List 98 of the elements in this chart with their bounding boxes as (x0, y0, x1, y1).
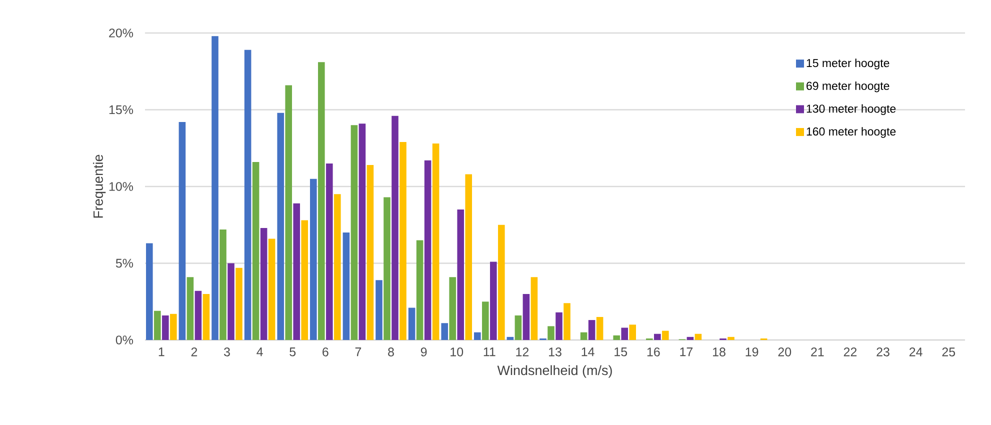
bar (662, 330, 669, 340)
y-tick-label: 5% (116, 258, 134, 268)
legend-label: 69 meter hoogte (806, 81, 890, 92)
x-tick-label: 23 (876, 348, 890, 356)
y-axis-title: Frequentie (93, 154, 106, 218)
bar (629, 324, 636, 340)
bar (580, 332, 588, 340)
bar (277, 112, 284, 340)
x-tick-label: 20 (778, 348, 792, 356)
bar (596, 316, 604, 340)
bar (465, 174, 472, 340)
bar (318, 62, 325, 340)
x-tick-label: 5 (290, 348, 296, 356)
x-tick-label: 14 (582, 348, 594, 356)
legend-label: 160 meter hoogte (806, 127, 896, 138)
x-tick-label: 8 (388, 348, 394, 356)
bar (424, 160, 432, 340)
bar (194, 290, 202, 340)
bar (178, 122, 186, 340)
bar (482, 302, 489, 340)
bar (170, 314, 177, 340)
x-tick-label: 10 (450, 348, 464, 356)
x-tick-label: 4 (256, 348, 263, 356)
bar (342, 232, 350, 340)
bar (408, 308, 416, 340)
x-tick-label: 11 (484, 348, 496, 356)
x-tick-label: 12 (516, 348, 529, 356)
bar (556, 312, 562, 340)
x-tick-label: 9 (420, 348, 427, 356)
legend-label: 15 meter hoogte (806, 58, 890, 70)
bar (498, 224, 505, 340)
x-tick-label: 21 (811, 348, 824, 356)
y-tick-label: 20% (109, 28, 134, 38)
bar (366, 165, 374, 340)
bar (220, 229, 226, 340)
bar (621, 328, 628, 340)
bar (392, 116, 398, 340)
bar (252, 162, 260, 340)
bar (358, 124, 366, 340)
bar (548, 326, 554, 340)
bar (334, 194, 341, 340)
x-tick-label: 19 (746, 348, 758, 356)
x-tick-label: 22 (844, 348, 857, 356)
legend-label: 130 meter hoogte (806, 104, 896, 116)
bar (588, 320, 596, 340)
bar (293, 203, 300, 340)
x-tick-label: 15 (614, 348, 628, 356)
bar (301, 220, 308, 340)
bar (530, 277, 538, 340)
bar (457, 210, 464, 340)
x-tick-label: 6 (322, 348, 328, 356)
bar (441, 323, 448, 340)
bar (384, 197, 390, 340)
bar (186, 277, 194, 340)
bar (654, 334, 661, 340)
y-tick-label: 10% (109, 182, 134, 191)
x-tick-label: 13 (549, 348, 562, 356)
bar (514, 315, 522, 340)
x-tick-label: 2 (191, 348, 198, 356)
x-tick-label: 3 (224, 348, 230, 356)
bar (228, 263, 234, 340)
bar (260, 228, 268, 340)
bar (474, 332, 481, 340)
y-tick-label: 0% (116, 336, 134, 344)
bar (236, 268, 242, 340)
bar (212, 36, 218, 340)
bar (350, 125, 358, 340)
bar (449, 277, 456, 340)
bar (416, 240, 424, 340)
bar (686, 336, 694, 340)
x-tick-label: 25 (942, 348, 956, 356)
x-tick-label: 18 (713, 348, 726, 356)
bar (285, 85, 292, 340)
bar (490, 262, 497, 340)
bar (146, 243, 153, 340)
bar (522, 294, 530, 340)
bar (202, 294, 210, 340)
bar (613, 335, 620, 340)
bar (432, 144, 440, 340)
bar (310, 178, 317, 340)
bar (268, 238, 276, 340)
bar (728, 336, 734, 340)
bar (162, 315, 169, 340)
x-axis-title: Windsnelheid (m/s) (497, 365, 612, 378)
x-tick-label: 17 (680, 348, 693, 356)
bar (154, 310, 161, 340)
bar (694, 334, 702, 340)
x-tick-label: 24 (909, 348, 922, 356)
x-tick-label: 16 (647, 348, 660, 356)
bar (376, 280, 382, 340)
bar (506, 336, 514, 340)
bar (326, 163, 333, 340)
bar (244, 50, 252, 340)
bar (564, 303, 570, 340)
x-tick-label: 1 (158, 348, 164, 356)
x-tick-label: 7 (355, 348, 362, 356)
bar (400, 142, 406, 340)
y-tick-label: 15% (109, 105, 134, 114)
